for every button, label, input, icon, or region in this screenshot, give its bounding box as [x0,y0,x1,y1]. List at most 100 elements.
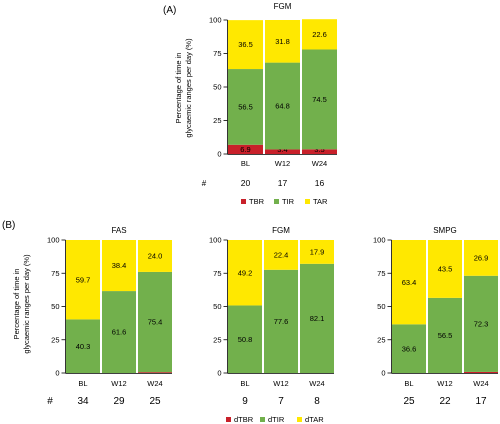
x-tick-label: W12 [437,379,452,388]
legend-swatch-dtbr [226,417,231,422]
bar-segment-dtbr-w24 [464,371,498,373]
panel-a-ylabel-line1: Percentage of time in [174,53,183,124]
count-label: 34 [77,396,89,407]
bar-segment-tar-w24 [302,19,337,50]
count-label: 17 [475,396,487,407]
data-label-dtir-bl: 40.3 [76,342,91,351]
count-label: 8 [314,396,320,407]
bar-segment-dtir-bl [392,324,426,373]
count-label: 25 [403,396,415,407]
data-label-tbr-w24: 3.5 [314,145,324,154]
y-tick-label: 100 [47,236,60,245]
x-tick-label: W12 [273,379,288,388]
bar-segment-dtar-w24 [300,240,334,264]
legend-label-dtir: dTIR [268,415,285,424]
charts-layer: FGM 6.9 56.5 36.5 3.4 64.8 31.8 3.5 74.5 22.6 0 25 5… [47,2,498,407]
bar-segment-tir-bl [228,69,263,145]
x-tick-label: BL [78,379,87,388]
x-tick-label: W24 [312,159,327,168]
data-label-dtir-w12: 56.5 [438,331,453,340]
y-tick-label: 50 [213,83,221,92]
x-tick-label: BL [240,379,249,388]
data-label-tir-bl: 56.5 [238,102,253,111]
data-label-dtar-w12: 38.4 [112,261,127,270]
bar-segment-dtir-w24 [138,271,172,373]
chart-title: FGM [272,226,290,235]
bar-segment-tbr-w24 [302,149,337,154]
bar-segment-dtar-w12 [102,240,136,292]
legend-swatch-tar [305,199,310,204]
chart-title: SMPG [433,226,457,235]
chart-1-fas: FAS40.359.761.638.40.675.424.00255075100… [47,226,172,407]
y-tick-label: 100 [209,236,222,245]
legend-label-tbr: TBR [249,197,265,206]
bar-segment-dtar-w24 [138,240,172,272]
bar-segment-dtir-w24 [464,275,498,372]
bar-segment-tir-w12 [265,62,300,150]
data-label-dtar-w12: 22.4 [274,250,289,259]
bar-segment-tbr-bl [228,144,263,154]
bar-segment-dtar-w24 [464,240,498,276]
x-tick-label: BL [241,159,250,168]
panel-a-label: (A) [163,5,176,16]
data-label-dtar-bl: 59.7 [76,275,91,284]
panel-b-ylabel-line2: glycaemic ranges per day (%) [22,254,31,354]
data-label-dtir-w24: 82.1 [310,314,325,323]
y-tick-label: 25 [213,335,221,344]
chart-2-fgm: FGM 50.8 49.2 77.6 22.4 82.1 17.9 0 25 50 75 100 BL 9… [209,226,334,407]
bar-segment-dtar-bl [66,240,100,320]
bar-segment-dtir-bl [66,319,100,373]
x-tick-label: W24 [147,379,162,388]
bar-segment-dtir-w12 [428,297,462,373]
data-label-dtar-w24: 17.9 [310,248,325,257]
legend-label-dtar: dTAR [305,415,324,424]
panel-b-count-marker: # [47,396,53,407]
bar-segment-tbr-w12 [265,149,300,154]
data-label-dtar-w24: 24.0 [148,252,163,261]
y-tick-label: 25 [377,335,385,344]
data-label-dtar-bl: 63.4 [402,278,417,287]
bar-segment-tar-w12 [265,20,300,63]
data-label-dtir-w12: 61.6 [112,328,127,337]
y-tick-label: 50 [213,302,221,311]
y-tick-label: 25 [51,335,59,344]
bar-segment-dtir-w12 [264,269,298,373]
y-tick-label: 75 [51,269,59,278]
x-tick-label: W12 [275,159,290,168]
x-tick-label: W24 [473,379,488,388]
chart-0-fgm: FGM 6.9 56.5 36.5 3.4 64.8 31.8 3.5 74.5 22.6 0 25 5… [209,2,337,188]
data-label-tbr-w12: 3.4 [277,145,287,154]
y-tick-label: 75 [377,269,385,278]
data-label-dtir-w24: 75.4 [148,318,163,327]
bar-segment-dtir-w24 [300,263,334,373]
y-tick-label: 25 [213,116,221,125]
bar-segment-dtar-bl [228,240,262,306]
panel-a-ylabel-line2: glycaemic ranges per day (%) [184,38,193,138]
panel-b-legend: dTBR dTIR dTAR [226,415,324,424]
y-tick-label: 0 [217,369,221,378]
legend-label-dtbr: dTBR [234,415,254,424]
count-label: 22 [439,396,451,407]
count-label: 20 [241,178,251,188]
panel-a-count-marker: # [202,179,207,188]
bar-segment-dtar-w12 [264,240,298,270]
bar-segment-dtar-w12 [428,240,462,298]
legend-swatch-tir [274,199,279,204]
data-label-tar-bl: 36.5 [238,40,253,49]
data-label-tar-w24: 22.6 [312,30,327,39]
data-label-tir-w12: 64.8 [275,102,290,111]
data-label-dtar-w12: 43.5 [438,265,453,274]
data-label-dtar-w24: 26.9 [474,253,489,262]
data-label-dtir-w12: 77.6 [274,317,289,326]
y-tick-label: 0 [217,150,221,159]
y-tick-label: 75 [213,269,221,278]
bar-segment-dtar-bl [392,240,426,325]
count-label: 7 [278,396,284,407]
data-label-dtir-bl: 36.6 [402,344,417,353]
bar-segment-tar-bl [228,20,263,70]
y-tick-label: 100 [209,16,222,25]
x-tick-label: W24 [309,379,324,388]
panel-a-legend: TBR TIR TAR [241,197,328,206]
x-tick-label: W12 [111,379,126,388]
bar-segment-dtir-w12 [102,291,136,373]
